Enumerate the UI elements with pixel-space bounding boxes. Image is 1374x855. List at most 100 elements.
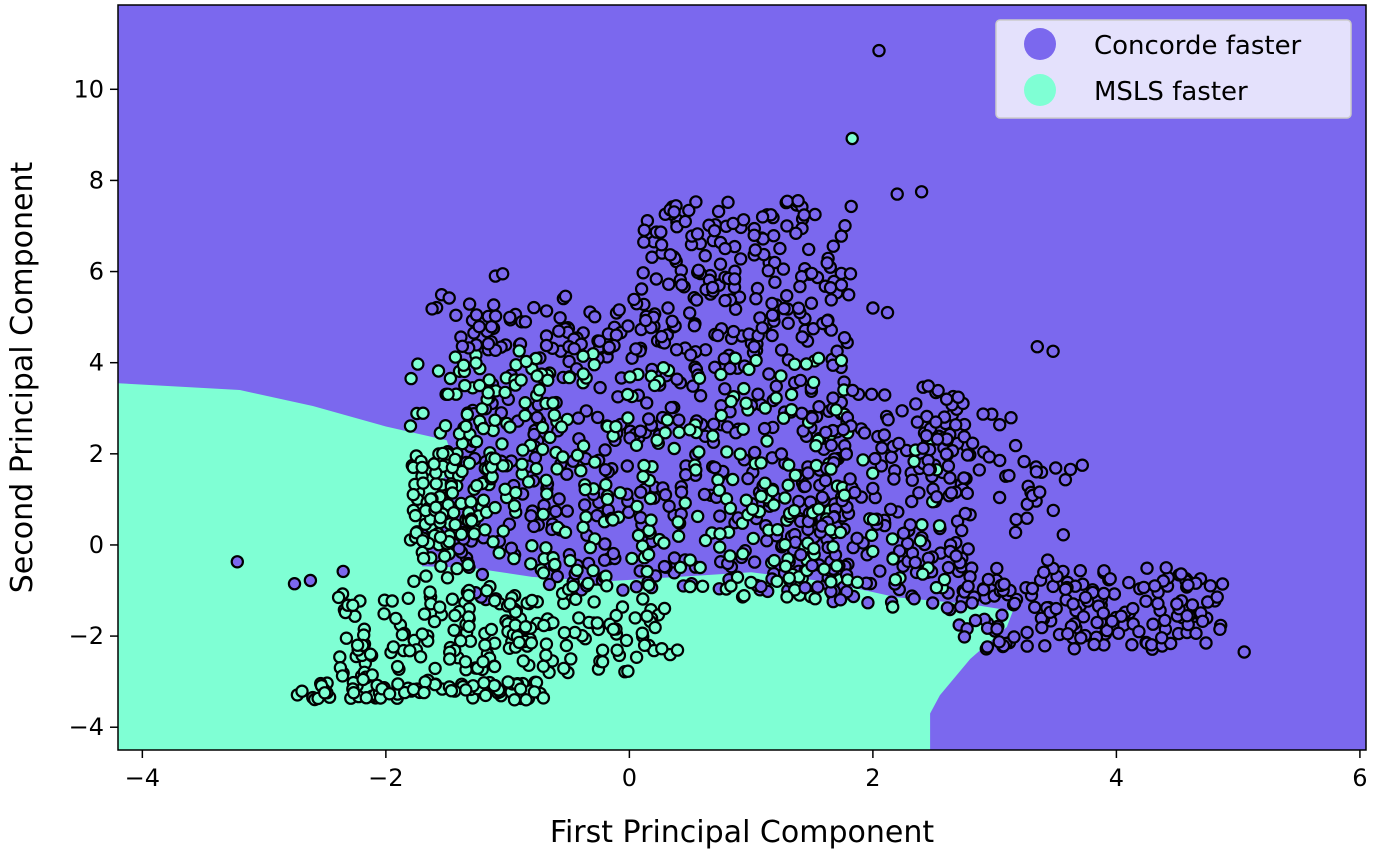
- data-point: [713, 540, 727, 554]
- legend-box: [995, 19, 1352, 119]
- data-point: [552, 492, 566, 506]
- scatter-points: [230, 43, 1251, 707]
- data-point: [486, 535, 500, 549]
- data-point: [845, 131, 859, 146]
- data-point: [1067, 642, 1082, 656]
- data-point: [628, 611, 642, 625]
- data-point: [453, 634, 468, 648]
- data-point: [460, 407, 474, 422]
- data-point: [609, 608, 623, 623]
- data-point: [770, 574, 784, 589]
- data-point: [576, 520, 590, 535]
- data-point: [765, 296, 779, 311]
- data-point: [636, 592, 650, 606]
- data-point: [627, 292, 641, 307]
- data-point: [536, 691, 551, 705]
- data-point: [557, 661, 571, 676]
- data-point: [804, 296, 819, 310]
- data-point: [791, 301, 806, 315]
- data-point: [389, 611, 403, 626]
- data-point: [1195, 614, 1210, 629]
- data-point: [672, 425, 686, 439]
- data-point: [335, 669, 350, 683]
- data-point: [581, 576, 595, 591]
- data-point: [741, 471, 755, 486]
- data-point: [600, 579, 614, 593]
- data-point: [921, 379, 936, 393]
- data-point: [1210, 590, 1224, 604]
- data-point: [516, 654, 531, 668]
- data-point: [808, 207, 822, 222]
- data-point: [657, 536, 671, 550]
- data-point: [697, 487, 712, 502]
- data-point: [419, 569, 433, 583]
- data-point: [916, 567, 930, 581]
- data-point: [690, 227, 705, 241]
- data-point: [930, 490, 944, 504]
- data-point: [640, 564, 654, 579]
- data-point: [713, 509, 727, 523]
- data-point: [937, 572, 952, 587]
- data-point: [507, 693, 522, 707]
- data-point: [539, 338, 554, 353]
- data-point: [748, 445, 762, 460]
- data-point: [755, 321, 770, 335]
- data-point: [957, 630, 972, 644]
- data-point: [957, 471, 971, 485]
- data-point: [606, 622, 621, 637]
- data-point: [824, 462, 838, 476]
- data-point: [609, 328, 624, 342]
- data-point: [866, 544, 880, 559]
- data-point: [789, 226, 803, 240]
- data-point: [824, 293, 839, 307]
- data-point: [512, 344, 526, 358]
- data-point: [620, 459, 635, 473]
- data-point: [698, 248, 712, 263]
- data-point: [949, 418, 963, 432]
- data-point: [698, 533, 713, 548]
- data-point: [919, 429, 934, 443]
- data-point: [503, 597, 517, 611]
- data-point: [706, 429, 720, 443]
- data-point: [658, 426, 672, 440]
- data-point: [713, 257, 728, 271]
- data-point: [427, 614, 442, 629]
- data-point: [765, 308, 780, 322]
- data-point: [1122, 575, 1136, 590]
- data-point: [922, 463, 936, 477]
- data-point: [462, 297, 477, 311]
- data-point: [488, 452, 502, 466]
- y-axis: −4 −2 0 2 4 6 8 10: [69, 75, 118, 741]
- data-point: [444, 684, 459, 698]
- data-point: [857, 426, 872, 440]
- data-point: [560, 467, 574, 481]
- data-point: [418, 675, 432, 689]
- data-point: [691, 509, 705, 524]
- data-point: [516, 443, 530, 457]
- legend-label-concorde: Concorde faster: [1094, 31, 1302, 61]
- y-tick-label: 8: [89, 166, 104, 194]
- data-point: [630, 499, 644, 514]
- y-axis-title: Second Principal Component: [5, 162, 40, 594]
- data-point: [886, 600, 900, 614]
- data-point: [548, 557, 562, 572]
- data-point: [1035, 620, 1049, 635]
- data-point: [578, 482, 593, 497]
- data-point: [592, 334, 607, 348]
- data-point: [535, 420, 550, 435]
- data-point: [636, 469, 650, 484]
- data-point: [643, 491, 658, 506]
- data-point: [670, 372, 684, 386]
- data-point: [780, 219, 794, 233]
- data-point: [843, 267, 858, 281]
- data-point: [713, 527, 727, 541]
- data-point: [910, 415, 925, 429]
- data-point: [539, 304, 554, 318]
- data-point: [960, 486, 975, 500]
- data-point: [462, 588, 476, 603]
- y-tick-label: 10: [73, 75, 104, 103]
- data-point: [1144, 638, 1159, 652]
- data-point: [644, 513, 658, 527]
- data-point: [539, 541, 553, 555]
- data-point: [401, 591, 415, 606]
